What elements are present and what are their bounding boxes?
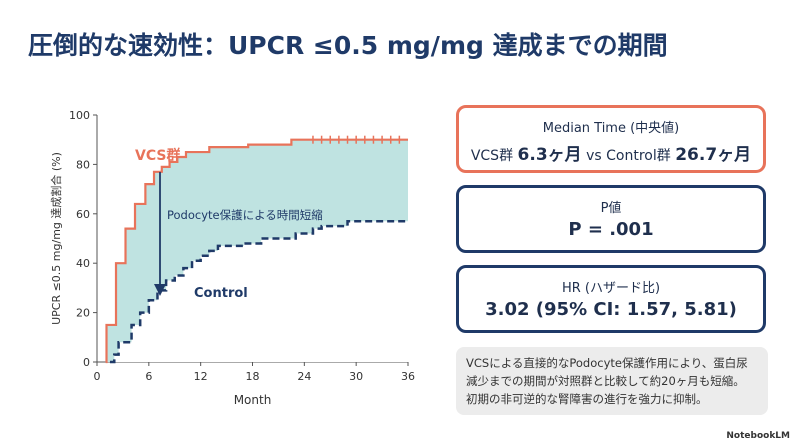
gap-area	[109, 221, 408, 362]
y-tick-label: 60	[76, 208, 90, 221]
note: VCSによる直接的なPodocyte保護作用により、蛋白尿 減少までの期間が対照…	[456, 347, 768, 415]
box-label: HR (ハザード比)	[561, 281, 661, 296]
box-label: Median Time (中央値)	[542, 121, 680, 136]
median-box: Median Time (中央値) VCS群 6.3ヶ月 vs Control群…	[456, 105, 766, 173]
box-value: 3.02 (95% CI: 1.57, 5.81)	[485, 299, 737, 320]
series-label: Control	[194, 286, 248, 301]
box-value: P = .001	[568, 219, 654, 240]
note-line: VCSによる直接的なPodocyte保護作用により、蛋白尿	[466, 356, 748, 370]
slide-title: 圧倒的な速効性：UPCR ≤0.5 mg/mg 達成までの期間	[28, 31, 668, 60]
text: vs Control群	[581, 148, 676, 164]
x-tick-label: 36	[401, 370, 415, 383]
annotation: Podocyte保護による時間短縮	[167, 208, 323, 222]
y-tick-label: 20	[76, 307, 90, 320]
p-box: P値 P = .001	[456, 185, 766, 253]
text: VCS群	[470, 148, 518, 164]
y-tick-label: 80	[76, 158, 90, 171]
y-tick-label: 40	[76, 257, 90, 270]
arrow-head	[154, 284, 166, 296]
y-tick-label: 0	[83, 356, 90, 369]
x-axis-label: Month	[234, 393, 272, 407]
footer: NotebookLM	[726, 431, 790, 441]
x-tick-label: 12	[194, 370, 208, 383]
x-tick-label: 6	[145, 370, 152, 383]
x-tick-label: 24	[297, 370, 311, 383]
hr-box: HR (ハザード比) 3.02 (95% CI: 1.57, 5.81)	[456, 265, 766, 333]
note-line: 初期の非可逆的な腎障害の進行を強力に抑制。	[466, 392, 708, 406]
box-value: VCS群 6.3ヶ月 vs Control群 26.7ヶ月	[459, 140, 763, 165]
text: 26.7ヶ月	[675, 145, 752, 165]
x-tick-label: 18	[246, 370, 260, 383]
series-line	[109, 219, 408, 364]
chart: 0 20 40 60 80 100 0 6 12 18 24 30 36 Month UPCR ≤0.5 m…	[49, 109, 415, 407]
series-label: VCS群	[135, 147, 180, 164]
text: 6.3ヶ月	[517, 145, 582, 165]
y-axis-label: UPCR ≤0.5 mg/mg 達成割合 (%)	[49, 152, 63, 325]
x-tick-label: 0	[94, 370, 101, 383]
box-label: P値	[600, 201, 622, 216]
note-line: 減少までの期間が対照群と比較して約20ヶ月も短縮。	[466, 374, 745, 388]
y-tick-label: 100	[69, 109, 90, 122]
x-tick-label: 30	[349, 370, 363, 383]
series-line	[105, 138, 408, 364]
